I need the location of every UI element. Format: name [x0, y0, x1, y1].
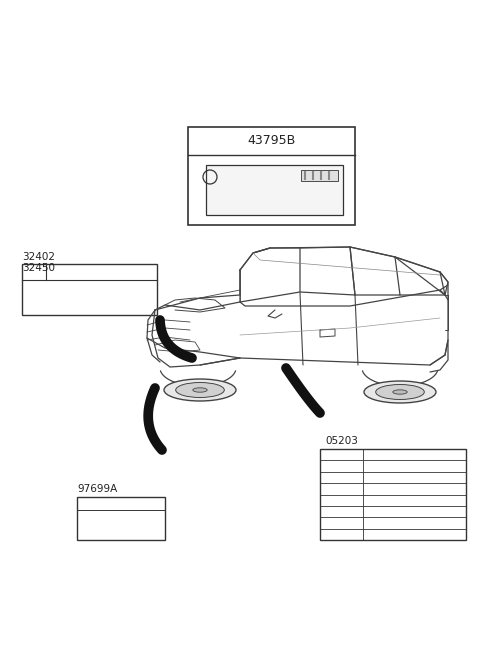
Ellipse shape: [376, 384, 424, 400]
Ellipse shape: [364, 381, 436, 403]
Text: 32402: 32402: [22, 252, 55, 262]
Ellipse shape: [176, 383, 224, 398]
Ellipse shape: [393, 390, 407, 394]
Text: 05203: 05203: [325, 436, 358, 446]
Bar: [22, 264, 157, 315]
Bar: [188, 127, 355, 225]
Text: 43795B: 43795B: [247, 134, 296, 147]
Ellipse shape: [193, 388, 207, 392]
Bar: [320, 449, 466, 540]
Bar: [301, 170, 338, 181]
Text: 32450: 32450: [22, 263, 55, 273]
Bar: [206, 165, 343, 215]
Text: 97699A: 97699A: [77, 484, 117, 494]
Ellipse shape: [164, 379, 236, 401]
Bar: [77, 497, 165, 540]
